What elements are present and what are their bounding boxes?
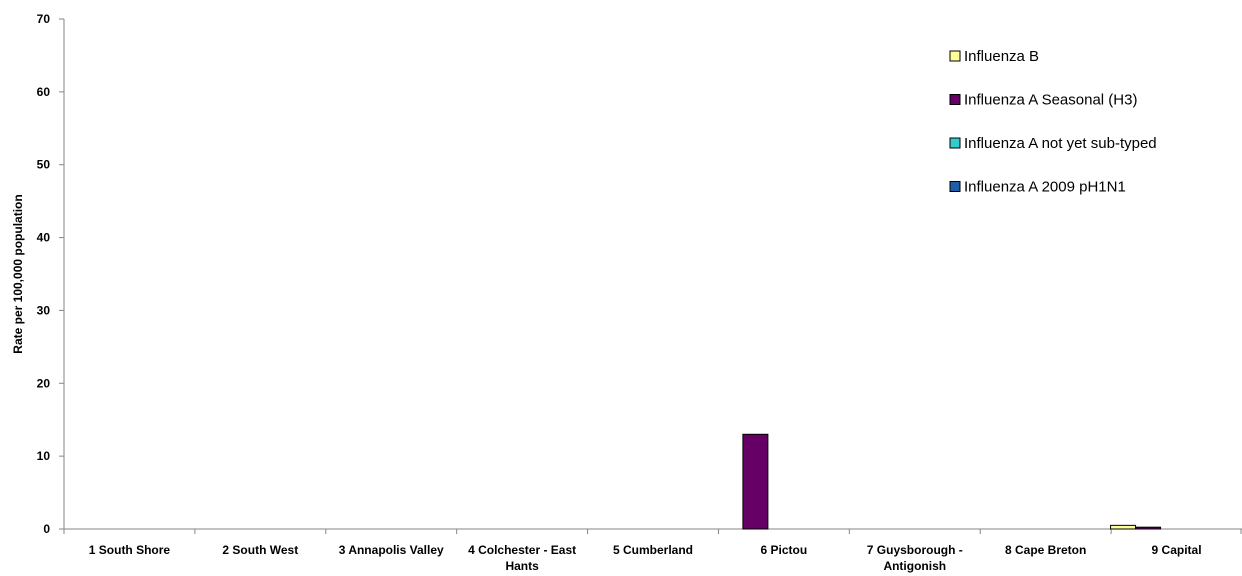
legend-swatch [949,137,961,149]
legend-swatch [949,50,961,62]
y-tick-label: 60 [37,85,51,99]
bar [1110,524,1137,530]
y-axis-label: Rate per 100,000 population [11,194,25,353]
legend-label: Influenza B [964,48,1039,65]
y-tick-label: 70 [37,12,51,26]
bar [742,433,769,530]
x-tick-label: Antigonish [883,559,946,573]
legend-swatch [949,94,961,105]
x-tick-label: 9 Capital [1152,543,1202,557]
y-tick-label: 40 [37,231,51,245]
legend-label: Influenza A Seasonal (H3) [964,92,1137,109]
legend-label: Influenza A 2009 pH1N1 [964,179,1126,196]
x-tick-label: 4 Colchester - East [468,543,576,557]
y-tick-label: 20 [37,376,51,390]
bar [1135,526,1162,530]
x-tick-label: 3 Annapolis Valley [339,543,444,557]
x-tick-label: 2 South West [222,543,298,557]
y-tick-label: 50 [37,158,51,172]
x-tick-label: 7 Guysborough - [867,543,963,557]
legend-label: Influenza A not yet sub-typed [964,135,1157,152]
x-axis: 1 South Shore 2 South West 3 Annapolis Val… [63,528,1242,573]
y-tick-label: 30 [37,303,51,317]
x-tick-label: 5 Cumberland [613,543,693,557]
x-tick-label: 1 South Shore [89,543,171,557]
x-tick-label: 8 Cape Breton [1005,543,1086,557]
y-axis: 0 10 20 30 40 50 60 70 [37,12,65,536]
bars [742,433,1162,530]
legend: Influenza B Influenza A Seasonal (H3) Infl… [949,48,1157,196]
x-tick-label: Hants [505,559,539,573]
x-tick-label: 6 Pictou [761,543,808,557]
legend-swatch [949,181,961,192]
y-tick-label: 0 [43,522,50,536]
y-tick-label: 10 [37,449,51,463]
